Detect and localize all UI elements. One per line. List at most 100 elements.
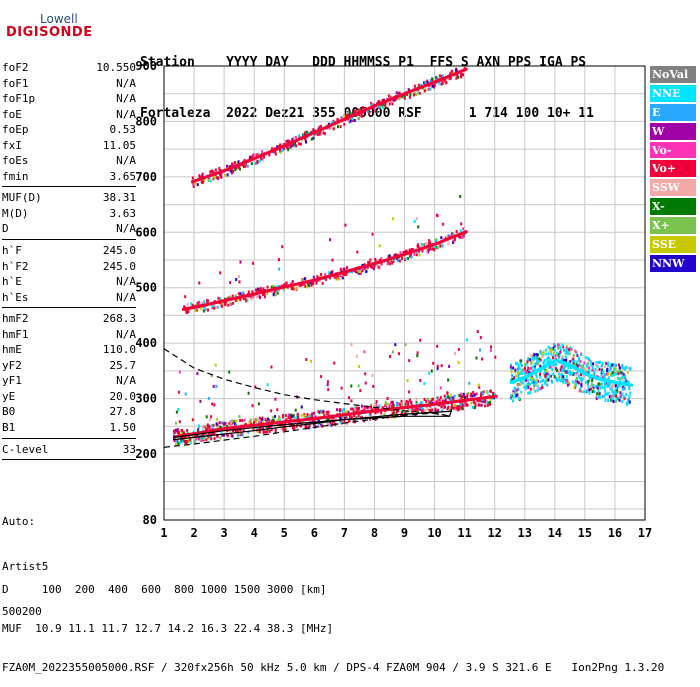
data-point (566, 349, 569, 353)
data-point (432, 84, 434, 88)
trace-point (452, 235, 456, 239)
data-point (482, 400, 485, 404)
trace-point (219, 427, 223, 431)
trace-point (202, 176, 206, 180)
data-point (356, 250, 359, 254)
data-point (621, 366, 624, 370)
trace-point (487, 395, 491, 399)
data-point (449, 394, 452, 398)
data-point (194, 439, 197, 443)
data-point (424, 80, 427, 84)
trace-point (355, 411, 359, 415)
param-name: yE (2, 389, 16, 403)
data-point (464, 401, 467, 405)
data-point (178, 370, 181, 374)
param-separator (2, 437, 136, 439)
data-point (241, 419, 244, 423)
data-point (617, 383, 619, 387)
data-point (292, 136, 295, 140)
trace-point (193, 432, 197, 435)
data-point (198, 281, 201, 285)
data-point (310, 137, 313, 141)
data-point (396, 403, 399, 407)
data-point (492, 392, 495, 396)
data-point (310, 359, 312, 363)
data-point (233, 422, 236, 426)
data-point (176, 439, 179, 443)
data-point (215, 305, 218, 309)
data-point (516, 383, 519, 387)
data-point (199, 399, 202, 403)
data-point (580, 379, 583, 383)
data-point (210, 424, 213, 428)
data-point (301, 420, 304, 424)
trace-point (323, 415, 327, 419)
data-point (450, 234, 453, 238)
trace-point (214, 301, 218, 304)
trace-point (283, 144, 287, 147)
trace-point (462, 399, 466, 402)
param-value: 245.0 (102, 244, 136, 258)
data-point (266, 429, 269, 433)
trace-point (399, 253, 403, 257)
data-point (194, 309, 197, 313)
data-point (579, 359, 582, 363)
data-point (282, 413, 285, 417)
data-point (585, 380, 587, 384)
data-point (438, 82, 441, 85)
data-point (428, 248, 430, 252)
x-tick-label: 9 (401, 526, 408, 540)
data-point (274, 415, 276, 419)
data-point (451, 69, 453, 73)
data-point (324, 272, 327, 276)
data-point (546, 357, 549, 361)
trace-point (342, 413, 345, 417)
data-point (426, 407, 429, 411)
data-point (227, 296, 230, 300)
data-point (530, 367, 533, 370)
data-point (436, 214, 439, 218)
trace-point (275, 287, 279, 291)
trace-point (409, 89, 413, 93)
trace-point (220, 299, 224, 303)
trace-point (360, 411, 364, 414)
trace-point (446, 401, 450, 405)
data-point (351, 407, 354, 411)
data-point (441, 399, 444, 403)
trace-point (283, 285, 287, 289)
data-point (223, 301, 226, 305)
data-point (204, 307, 206, 310)
data-point (242, 291, 245, 295)
data-point (446, 391, 449, 395)
data-point (317, 410, 320, 413)
data-point (523, 366, 526, 370)
data-point (197, 428, 200, 432)
data-point (544, 381, 546, 385)
data-point (576, 380, 579, 384)
data-point (290, 423, 293, 427)
data-point (468, 381, 471, 385)
trace-point (334, 272, 338, 276)
data-point (355, 416, 358, 420)
data-point (350, 415, 353, 419)
data-point (212, 170, 215, 174)
data-point (249, 418, 252, 422)
trace-point (257, 291, 261, 295)
trace-point (311, 131, 315, 135)
data-point (250, 297, 253, 301)
data-point (263, 292, 266, 296)
data-point (526, 378, 529, 382)
data-point (198, 424, 200, 428)
data-point (567, 361, 570, 365)
data-point (200, 437, 203, 441)
data-point (517, 387, 520, 391)
data-point (415, 253, 418, 257)
data-point (567, 371, 570, 374)
data-point (295, 286, 298, 290)
data-point (575, 382, 577, 386)
data-point (571, 380, 574, 384)
data-point (520, 364, 523, 368)
data-point (591, 390, 594, 393)
trace-point (324, 125, 328, 129)
data-point (474, 401, 477, 405)
